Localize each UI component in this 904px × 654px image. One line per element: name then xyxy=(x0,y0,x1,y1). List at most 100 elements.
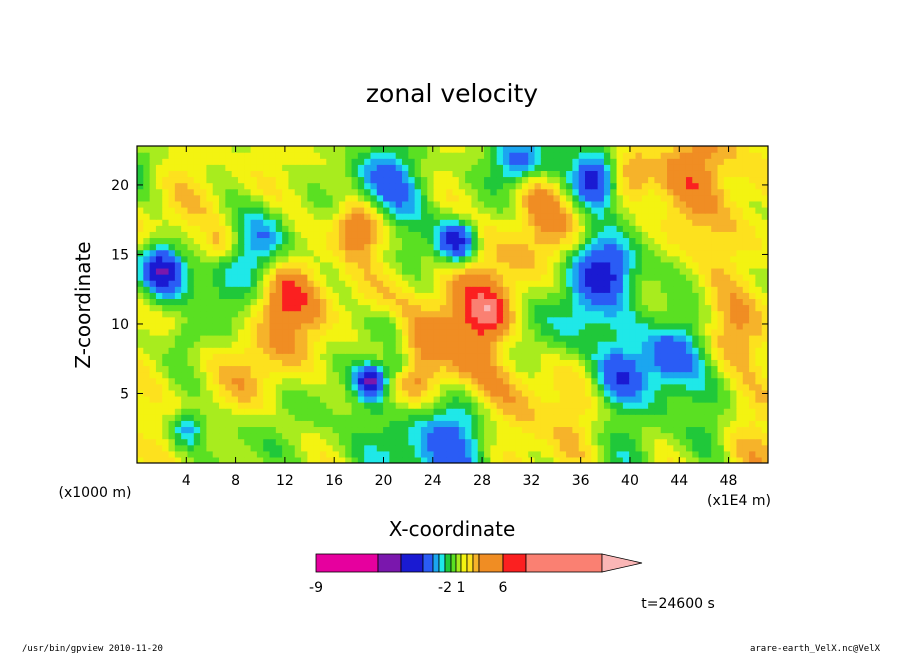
field-cell xyxy=(357,383,365,391)
field-cell xyxy=(389,188,397,196)
field-cell xyxy=(641,334,649,342)
field-cell xyxy=(566,316,573,324)
field-cell xyxy=(269,322,277,330)
field-cell xyxy=(597,432,605,440)
field-cell xyxy=(685,158,693,165)
field-cell xyxy=(490,389,498,397)
field-cell xyxy=(685,408,693,415)
field-cell xyxy=(704,334,712,342)
field-cell xyxy=(269,389,277,397)
field-cell xyxy=(282,371,290,379)
field-cell xyxy=(610,414,618,421)
field-cell xyxy=(345,255,353,263)
field-cell xyxy=(383,322,390,330)
field-cell xyxy=(597,341,605,348)
field-cell xyxy=(559,237,567,245)
field-cell xyxy=(509,322,517,330)
field-cell xyxy=(389,286,397,293)
field-cell xyxy=(174,292,182,300)
field-cell xyxy=(225,438,233,446)
field-cell xyxy=(704,389,712,397)
field-cell xyxy=(446,322,454,330)
field-cell xyxy=(465,231,473,239)
field-cell xyxy=(414,341,422,348)
field-cell xyxy=(591,341,599,348)
field-cell xyxy=(597,200,605,208)
field-cell xyxy=(168,408,176,415)
field-cell xyxy=(168,237,176,245)
field-cell xyxy=(383,176,390,184)
field-cell xyxy=(749,383,756,391)
field-cell xyxy=(301,408,308,415)
field-cell xyxy=(502,316,510,324)
field-cell xyxy=(692,267,700,275)
field-cell xyxy=(698,377,706,385)
field-cell xyxy=(250,365,258,373)
field-cell xyxy=(502,395,510,403)
field-cell xyxy=(433,188,441,196)
field-cell xyxy=(622,426,630,434)
field-cell xyxy=(673,182,681,190)
field-cell xyxy=(414,371,422,379)
field-cell xyxy=(149,292,157,300)
field-cell xyxy=(465,194,473,202)
field-cell xyxy=(465,371,473,379)
field-cell xyxy=(660,194,668,202)
field-cell xyxy=(326,359,334,367)
field-cell xyxy=(433,267,441,275)
field-cell xyxy=(496,182,504,190)
field-cell xyxy=(313,353,321,360)
field-cell xyxy=(730,383,738,391)
field-cell xyxy=(749,280,756,287)
field-cell xyxy=(408,280,416,287)
field-cell xyxy=(458,310,466,318)
field-cell xyxy=(414,359,422,367)
field-cell xyxy=(471,255,479,263)
field-cell xyxy=(193,286,201,293)
field-cell xyxy=(364,182,372,190)
field-cell xyxy=(332,255,340,263)
field-cell xyxy=(187,456,195,463)
field-cell xyxy=(711,334,719,342)
field-cell xyxy=(648,334,656,342)
field-cell xyxy=(446,402,454,409)
field-cell xyxy=(439,249,447,257)
field-cell xyxy=(395,255,403,263)
field-cell xyxy=(685,328,693,336)
field-cell xyxy=(345,304,353,312)
field-cell xyxy=(471,377,479,385)
field-cell xyxy=(585,402,592,409)
field-cell xyxy=(471,237,479,245)
field-cell xyxy=(414,426,422,434)
field-cell xyxy=(572,194,580,202)
field-cell xyxy=(433,237,441,245)
field-cell xyxy=(326,170,334,178)
field-cell xyxy=(269,334,277,342)
field-cell xyxy=(566,219,573,226)
field-cell xyxy=(162,420,170,428)
field-cell xyxy=(730,353,738,360)
field-cell xyxy=(313,402,321,409)
field-cell xyxy=(477,341,485,348)
field-cell xyxy=(383,450,390,458)
field-cell xyxy=(200,261,208,269)
field-cell xyxy=(237,231,245,239)
field-cell xyxy=(509,182,517,190)
field-cell xyxy=(509,176,517,184)
field-cell xyxy=(357,389,365,397)
field-cell xyxy=(376,231,384,239)
field-cell xyxy=(225,261,233,269)
field-cell xyxy=(332,322,340,330)
field-cell xyxy=(162,176,170,184)
field-cell xyxy=(490,298,498,306)
field-cell xyxy=(427,304,435,312)
field-cell xyxy=(673,359,681,367)
field-cell xyxy=(622,420,630,428)
field-cell xyxy=(572,274,580,281)
field-cell xyxy=(667,170,674,178)
field-cell xyxy=(749,316,756,324)
field-cell xyxy=(723,176,731,184)
field-cell xyxy=(376,456,384,463)
field-cell xyxy=(439,359,447,367)
field-cell xyxy=(685,298,693,306)
